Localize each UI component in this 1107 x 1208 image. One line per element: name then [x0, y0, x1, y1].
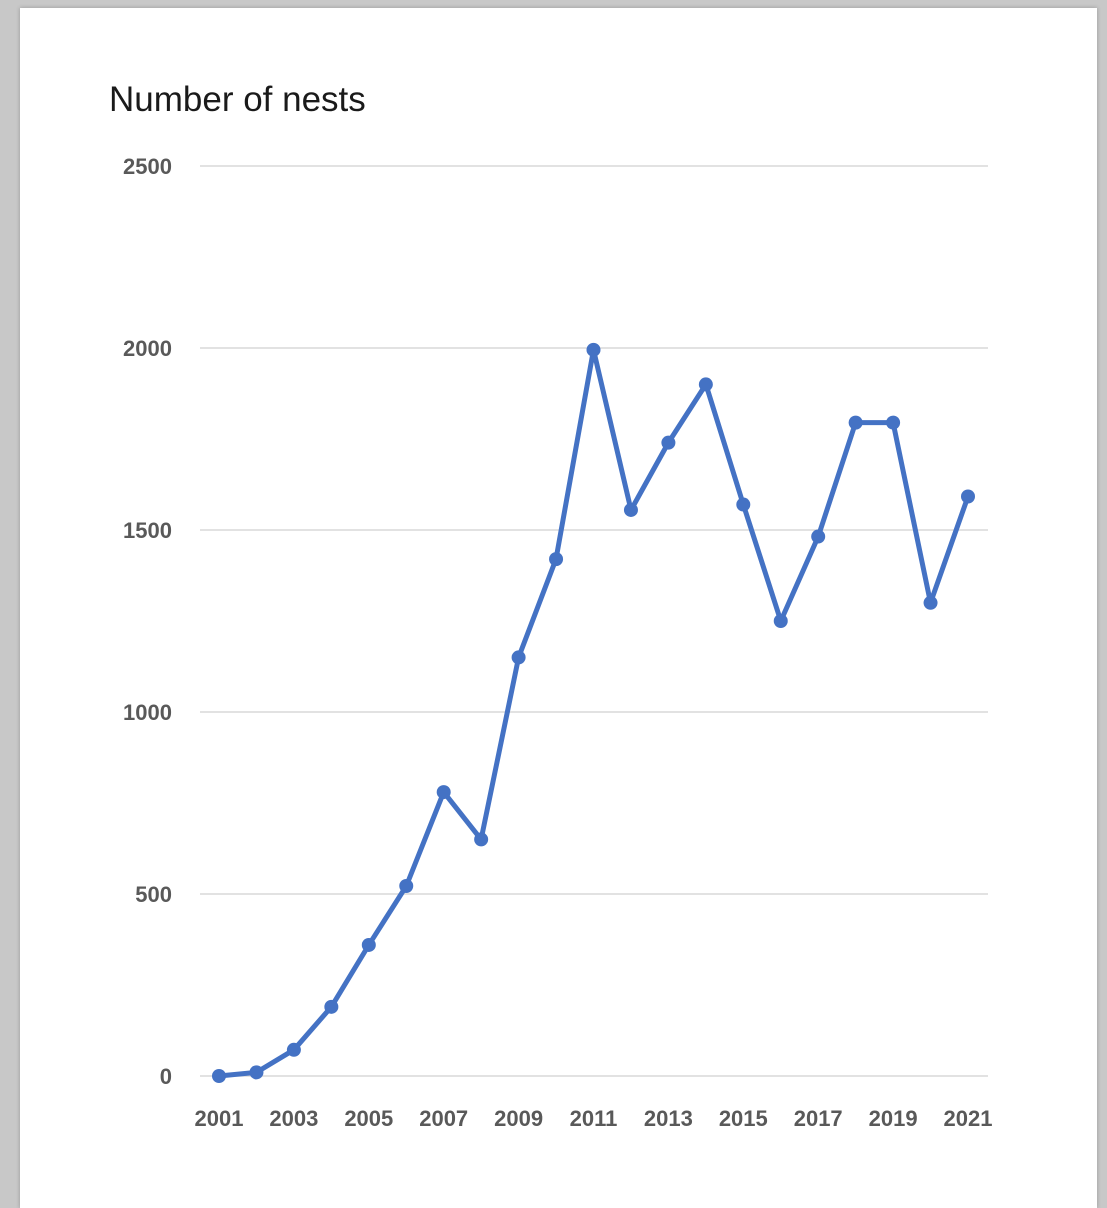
data-point-2011	[586, 342, 601, 357]
series-line-group	[216, 347, 971, 1079]
data-point-2017	[811, 529, 826, 544]
y-tick-label: 1000	[123, 700, 172, 725]
x-tick-label: 2019	[869, 1106, 918, 1131]
data-point-2003	[286, 1042, 301, 1057]
data-point-2007	[436, 785, 451, 800]
y-tick-label: 2500	[123, 154, 172, 179]
data-point-2010	[549, 552, 564, 567]
data-point-2018	[848, 415, 863, 430]
y-axis-tick-labels: 0 500 1000 1500 2000 2500	[123, 154, 172, 1089]
y-tick-label: 2000	[123, 336, 172, 361]
data-point-2012	[623, 502, 638, 517]
data-point-2006	[399, 878, 414, 893]
x-tick-label: 2015	[719, 1106, 768, 1131]
data-point-2004	[324, 999, 339, 1014]
chart-page: Number of nests 0 500 1000 1500 2000 2500 200…	[20, 8, 1097, 1208]
x-tick-label: 2005	[344, 1106, 393, 1131]
data-point-2008	[474, 832, 489, 847]
chart-title: Number of nests	[109, 80, 366, 119]
data-point-2014	[698, 377, 713, 392]
x-tick-label: 2009	[494, 1106, 543, 1131]
x-tick-label: 2017	[794, 1106, 843, 1131]
data-point-group	[212, 342, 975, 1083]
data-point-2001	[212, 1069, 226, 1083]
data-point-2019	[886, 415, 901, 430]
x-tick-label: 2021	[944, 1106, 993, 1131]
y-tick-label: 1500	[123, 518, 172, 543]
x-tick-label: 2007	[419, 1106, 468, 1131]
data-point-2016	[773, 614, 788, 628]
series-line	[216, 347, 971, 1079]
data-point-2015	[736, 497, 751, 512]
data-point-2020	[923, 595, 938, 610]
y-tick-label: 0	[160, 1064, 172, 1089]
x-tick-label: 2003	[269, 1106, 318, 1131]
x-tick-label: 2013	[644, 1106, 693, 1131]
data-point-2002	[249, 1065, 264, 1080]
data-point-2005	[361, 937, 376, 952]
x-axis-tick-labels: 2001 2003 2005 2007 2009 2011 2013 2015 2017 2019…	[195, 1106, 993, 1131]
data-point-2009	[511, 650, 526, 665]
x-tick-label: 2001	[195, 1106, 244, 1131]
data-point-2021	[961, 489, 975, 504]
gridlines	[200, 165, 988, 1077]
x-tick-label: 2011	[570, 1106, 618, 1131]
data-point-2013	[661, 435, 676, 450]
y-tick-label: 500	[135, 882, 172, 907]
